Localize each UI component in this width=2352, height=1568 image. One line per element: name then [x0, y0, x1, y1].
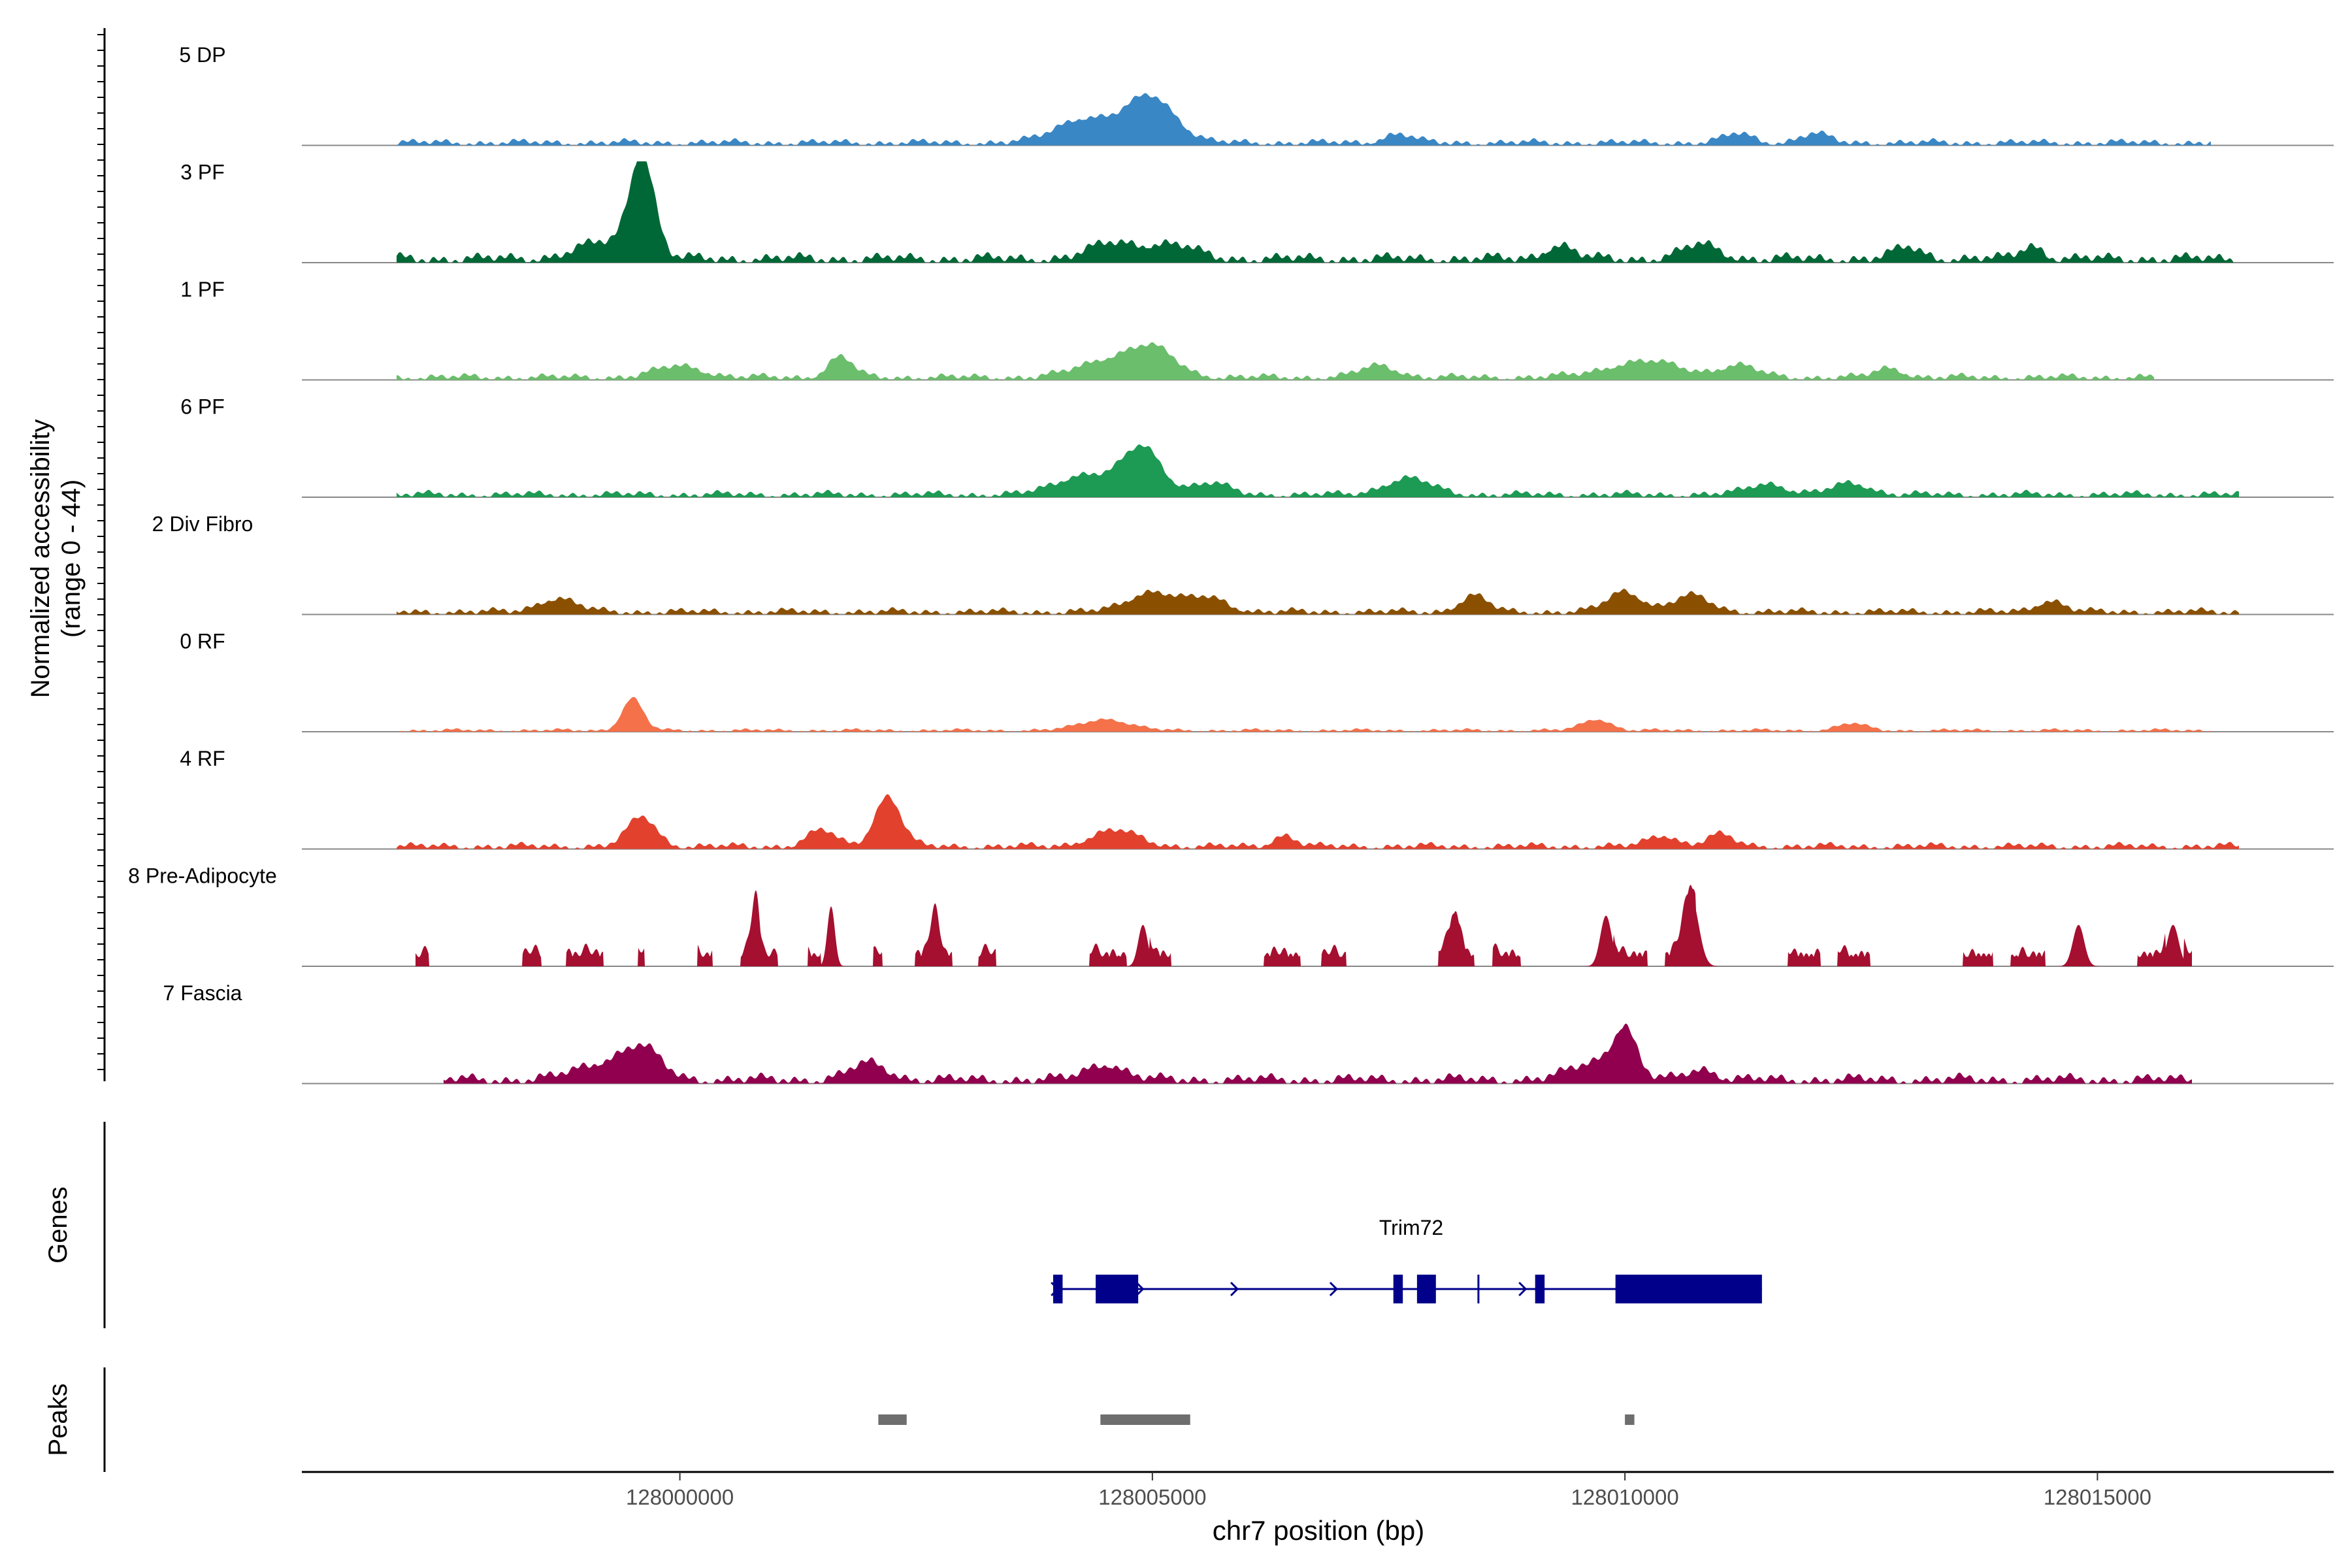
gene-strand-arrow	[1518, 1281, 1527, 1297]
y-axis-title-line1: Normalized accessibility	[26, 419, 55, 698]
peak-region	[878, 1414, 907, 1425]
track-label: 3 PF	[180, 161, 225, 184]
track-1-pf: 1 PF	[180, 278, 2334, 381]
track-8-pre-adipocyte: 8 Pre-Adipocyte	[128, 864, 2334, 967]
track-label: 7 Fascia	[163, 981, 242, 1005]
track-label: 8 Pre-Adipocyte	[128, 864, 277, 888]
track-5-dp: 5 DP	[179, 43, 2334, 146]
gene-strand-arrow	[1230, 1281, 1239, 1297]
track-label: 1 PF	[180, 278, 225, 301]
coverage-y-ticks	[97, 34, 105, 1070]
x-axis-title: chr7 position (bp)	[1213, 1515, 1425, 1546]
gene-name: Trim72	[1379, 1216, 1443, 1239]
x-axis-ticks: 128000000 128005000 128010000 128015000	[626, 1472, 2151, 1509]
track-7-fascia: 7 Fascia	[163, 981, 2334, 1085]
track-area	[397, 342, 2154, 380]
track-label: 4 RF	[180, 747, 225, 770]
gene-exon	[1416, 1275, 1436, 1303]
y-axis-title-line2: (range 0 - 44)	[57, 480, 86, 638]
track-2-div-fibro: 2 Div Fibro	[152, 512, 2334, 615]
gene-model	[1051, 1275, 1762, 1303]
track-area	[416, 885, 2192, 966]
track-label: 2 Div Fibro	[152, 512, 253, 536]
gene-exon	[1393, 1275, 1403, 1303]
peaks-label: Peaks	[44, 1383, 73, 1456]
coverage-tracks: 5 DP 3 PF 1 PF 6 PF 2 Div Fibro 0 RF 4 RF 8 Pre…	[128, 43, 2334, 1085]
track-area	[397, 589, 2239, 615]
track-0-rf: 0 RF	[180, 630, 2334, 732]
track-area	[397, 161, 2239, 263]
x-tick-label: 128010000	[1571, 1485, 1679, 1509]
peak-region	[1625, 1414, 1635, 1425]
gene-exon	[1615, 1275, 1762, 1303]
track-4-rf: 4 RF	[180, 747, 2334, 850]
track-3-pf: 3 PF	[180, 161, 2334, 263]
gene-strand-arrow	[1051, 1281, 1060, 1297]
track-label: 6 PF	[180, 395, 225, 419]
gene-exon	[1096, 1275, 1139, 1303]
gene-exon	[1535, 1275, 1545, 1303]
gene-strand-arrow	[1135, 1281, 1145, 1297]
track-label: 0 RF	[180, 630, 225, 653]
x-tick-label: 128015000	[2044, 1485, 2151, 1509]
track-label: 5 DP	[179, 43, 225, 67]
track-6-pf: 6 PF	[180, 395, 2334, 498]
peak-region	[1100, 1414, 1190, 1425]
genes-label: Genes	[44, 1186, 73, 1264]
peak-regions	[878, 1414, 1635, 1425]
x-tick-label: 128005000	[1098, 1485, 1206, 1509]
track-area	[444, 1023, 2192, 1084]
gene-strand-arrow	[1329, 1281, 1339, 1297]
x-tick-label: 128000000	[626, 1485, 734, 1509]
